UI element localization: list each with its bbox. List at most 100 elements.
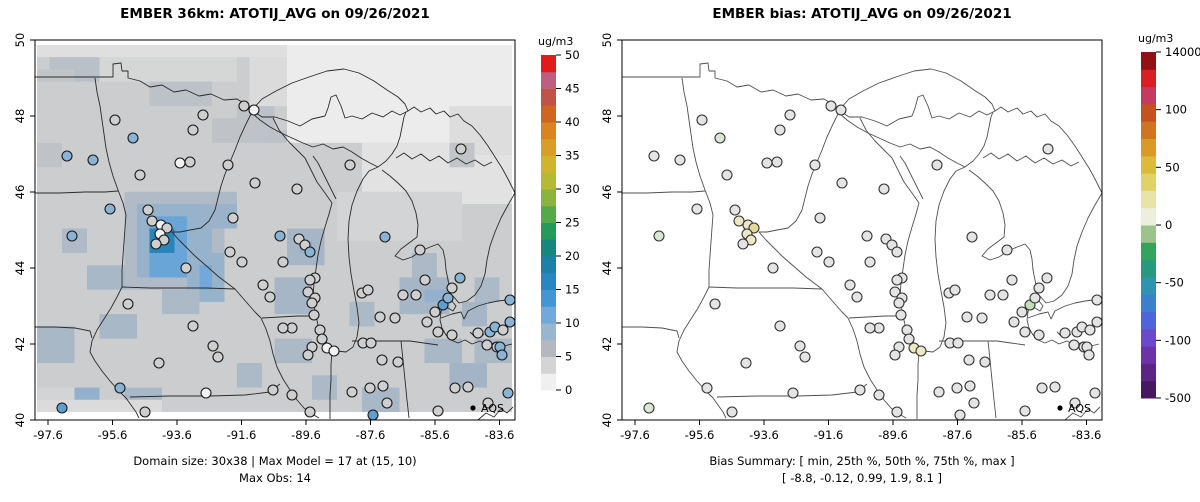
x-axis-tick-label: -87.6 xyxy=(356,428,386,442)
obs-point xyxy=(197,109,209,121)
state-borders-right xyxy=(622,62,1102,420)
state-border xyxy=(377,111,407,168)
colorbar-segment xyxy=(541,122,556,140)
colorbar-tick-label: 5 xyxy=(565,350,572,364)
obs-point xyxy=(1069,397,1081,409)
obs-point xyxy=(481,339,493,351)
aqs-legend-label-left: AQS xyxy=(481,402,504,415)
colorbar-segment xyxy=(541,323,556,341)
obs-point xyxy=(376,354,388,366)
colorbar-segment xyxy=(1141,190,1156,209)
obs-point xyxy=(184,156,196,168)
grid-cell-patch xyxy=(212,191,237,205)
y-axis-tick-label: 44 xyxy=(13,261,27,276)
state-border xyxy=(251,112,379,168)
aqs-legend-label-right: AQS xyxy=(1068,402,1091,415)
obs-point xyxy=(180,262,192,274)
colorbar-segment xyxy=(541,189,556,207)
obs-point xyxy=(304,246,316,258)
obs-point xyxy=(761,157,773,169)
obs-point xyxy=(249,177,261,189)
x-axis-tick-label: -93.6 xyxy=(162,428,192,442)
obs-point xyxy=(1083,349,1095,361)
y-axis-tick-label: 40 xyxy=(13,413,27,428)
state-border xyxy=(440,299,515,320)
colorbar-segment xyxy=(541,356,556,374)
obs-point xyxy=(951,382,963,394)
obs-point xyxy=(643,402,655,414)
state-border xyxy=(400,340,410,419)
obs-point xyxy=(976,312,988,324)
obs-point xyxy=(455,143,467,155)
obs-point xyxy=(134,169,146,181)
grid-cell-patch xyxy=(37,142,62,168)
obs-point xyxy=(139,406,151,418)
y-axis-tick-label: 40 xyxy=(600,413,614,428)
x-axis-tick-label: -97.6 xyxy=(33,428,63,442)
colorbar-tick-label: -500 xyxy=(1165,391,1191,405)
obs-point xyxy=(931,159,943,171)
x-axis-tick-label: -97.6 xyxy=(620,428,650,442)
obs-point xyxy=(374,311,386,323)
state-border xyxy=(1039,192,1102,304)
obs-point xyxy=(1019,405,1031,417)
obs-point xyxy=(410,289,422,301)
obs-point xyxy=(497,324,509,336)
state-border xyxy=(759,111,840,233)
obs-point xyxy=(653,230,665,242)
colorbar-segment xyxy=(1141,173,1156,191)
obs-point xyxy=(504,316,515,328)
obs-point xyxy=(799,351,811,363)
obs-point xyxy=(442,292,454,304)
grid-cell-patch xyxy=(412,252,437,278)
colorbar-tick-label: 0 xyxy=(1165,218,1172,232)
obs-point xyxy=(893,297,905,309)
colorbar-segment xyxy=(541,222,556,240)
x-axis-tick-label: -91.6 xyxy=(227,428,257,442)
state-border xyxy=(859,117,893,159)
obs-point xyxy=(1068,339,1080,351)
obs-point xyxy=(854,384,866,396)
obs-point xyxy=(891,274,903,286)
state-border xyxy=(121,286,236,290)
obs-point xyxy=(721,169,733,181)
obs-point xyxy=(891,406,903,418)
obs-point xyxy=(864,256,876,268)
state-border xyxy=(622,190,706,194)
obs-point xyxy=(889,349,901,361)
obs-point xyxy=(733,215,745,227)
state-border xyxy=(994,106,1102,194)
state-border xyxy=(35,190,119,194)
axes-right: -97.6 -95.6 -93.6 -91.6 -89.6 -87.6 -85.6 -83.6… xyxy=(600,33,1103,442)
colorbar-left: 0 5 10 15 20 25 30 35 40 45 50 xyxy=(541,48,580,397)
obs-point xyxy=(774,320,786,332)
obs-point xyxy=(304,406,316,418)
y-axis-tick-label: 46 xyxy=(13,185,27,200)
obs-point xyxy=(997,289,1009,301)
right-caption-line1: Bias Summary: [ min, 25th %, 50th %, 75t… xyxy=(709,454,1014,468)
state-border xyxy=(982,152,1080,167)
grid-cell-patch xyxy=(462,301,487,327)
state-border xyxy=(622,62,840,111)
obs-point xyxy=(364,382,376,394)
obs-point xyxy=(432,326,444,338)
left-panel-title: EMBER 36km: ATOTIJ_AVG on 09/26/2021 xyxy=(120,6,430,22)
obs-point xyxy=(787,387,799,399)
obs-point xyxy=(114,382,126,394)
grid-cell-patch xyxy=(349,301,375,327)
obs-point xyxy=(304,274,316,286)
obs-point xyxy=(979,356,991,368)
obs-point xyxy=(851,291,863,303)
state-border xyxy=(94,77,127,287)
obs-point xyxy=(1029,292,1041,304)
colorbar-segment xyxy=(1141,294,1156,312)
obs-point xyxy=(277,256,289,268)
state-border xyxy=(923,166,966,353)
axes-left: -97.6 -95.6 -93.6 -91.6 -89.6 -87.6 -85.6 -83.6… xyxy=(13,33,516,442)
obs-point xyxy=(127,132,139,144)
obs-point xyxy=(421,316,433,328)
obs-point xyxy=(963,354,975,366)
y-axis-tick-label: 50 xyxy=(600,33,614,48)
state-border xyxy=(1027,299,1102,320)
obs-point xyxy=(714,132,726,144)
